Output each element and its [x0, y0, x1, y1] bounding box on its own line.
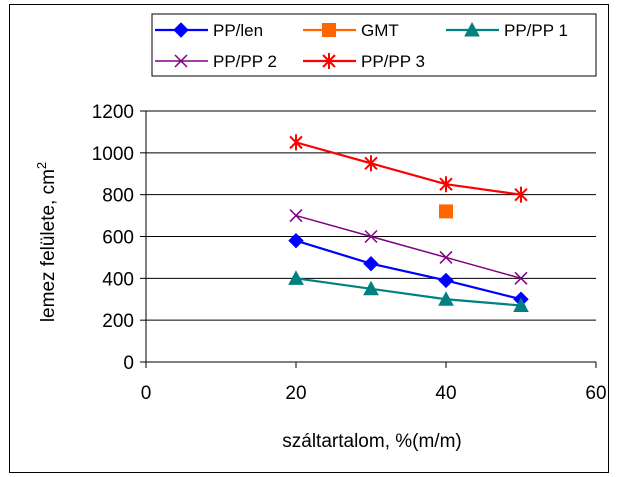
data-point	[514, 186, 528, 203]
data-point	[514, 271, 528, 285]
legend-label: GMT	[361, 21, 399, 40]
data-point	[289, 134, 303, 151]
legend-label: PP/len	[213, 21, 263, 40]
series-pp-pp-3	[289, 134, 528, 203]
data-point	[322, 53, 336, 69]
data-point	[288, 270, 304, 285]
data-point	[174, 54, 188, 68]
data-point	[513, 297, 529, 313]
data-point	[363, 280, 379, 296]
y-axis-title-superscript: 2	[34, 162, 49, 169]
axes: 0 200 400 600 800 1000 1200 0 20 40 60	[92, 102, 607, 404]
marker-stroke	[439, 250, 453, 264]
y-tick-label: 800	[102, 186, 134, 207]
series-pp-pp-1	[288, 270, 529, 313]
data-point	[173, 22, 189, 38]
series-line	[295, 277, 522, 307]
x-tick-label: 60	[585, 383, 606, 404]
data-point	[464, 21, 480, 37]
chart-frame	[9, 4, 609, 473]
y-tick-label: 400	[102, 269, 134, 290]
data-point	[438, 291, 454, 306]
legend-box	[151, 13, 597, 77]
legend-item: PP/len	[155, 21, 263, 40]
legend-label: PP/PP 2	[213, 52, 277, 71]
legend-item: PP/PP 2	[155, 52, 277, 71]
y-tick-label: 600	[102, 228, 134, 249]
series-line	[295, 214, 522, 280]
legend-label: PP/PP 3	[361, 52, 425, 71]
y-tick-label: 0	[123, 353, 134, 374]
data-point	[288, 232, 304, 249]
legend-item: GMT	[303, 21, 399, 40]
data-point	[439, 250, 453, 264]
series-layer	[288, 134, 529, 313]
data-point	[438, 272, 454, 289]
x-tick-label: 20	[285, 383, 306, 404]
legend: PP/len GMT PP/PP 1 PP/PP 2 PP/PP 3	[155, 21, 568, 71]
series-gmt	[439, 204, 453, 219]
y-tick-label: 1200	[92, 102, 134, 123]
y-tick-label: 1000	[92, 144, 134, 165]
y-tick-label: 200	[102, 311, 134, 332]
series-line	[295, 239, 522, 301]
data-point	[364, 155, 378, 172]
marker-stroke	[174, 54, 188, 68]
legend-label: PP/PP 1	[504, 21, 568, 40]
y-axis-title-text: lemez felülete, cm	[38, 169, 59, 322]
legend-item: PP/PP 3	[303, 52, 425, 71]
marker-stroke	[364, 229, 378, 244]
data-point	[289, 209, 303, 223]
marker-stroke	[514, 271, 528, 285]
x-tick-label: 40	[435, 383, 456, 404]
data-point	[364, 229, 378, 244]
y-axis-title: lemez felülete, cm2	[34, 162, 59, 322]
data-point	[322, 23, 336, 37]
marker-stroke	[289, 209, 303, 223]
data-point	[439, 176, 453, 193]
x-tick-label: 0	[141, 383, 152, 404]
data-point	[363, 255, 379, 272]
data-point	[439, 204, 453, 219]
legend-item: PP/PP 1	[446, 21, 568, 40]
series-pp-pp-2	[289, 209, 528, 285]
x-axis-title: száltartalom, %(m/m)	[282, 431, 461, 452]
series-line	[295, 141, 522, 196]
